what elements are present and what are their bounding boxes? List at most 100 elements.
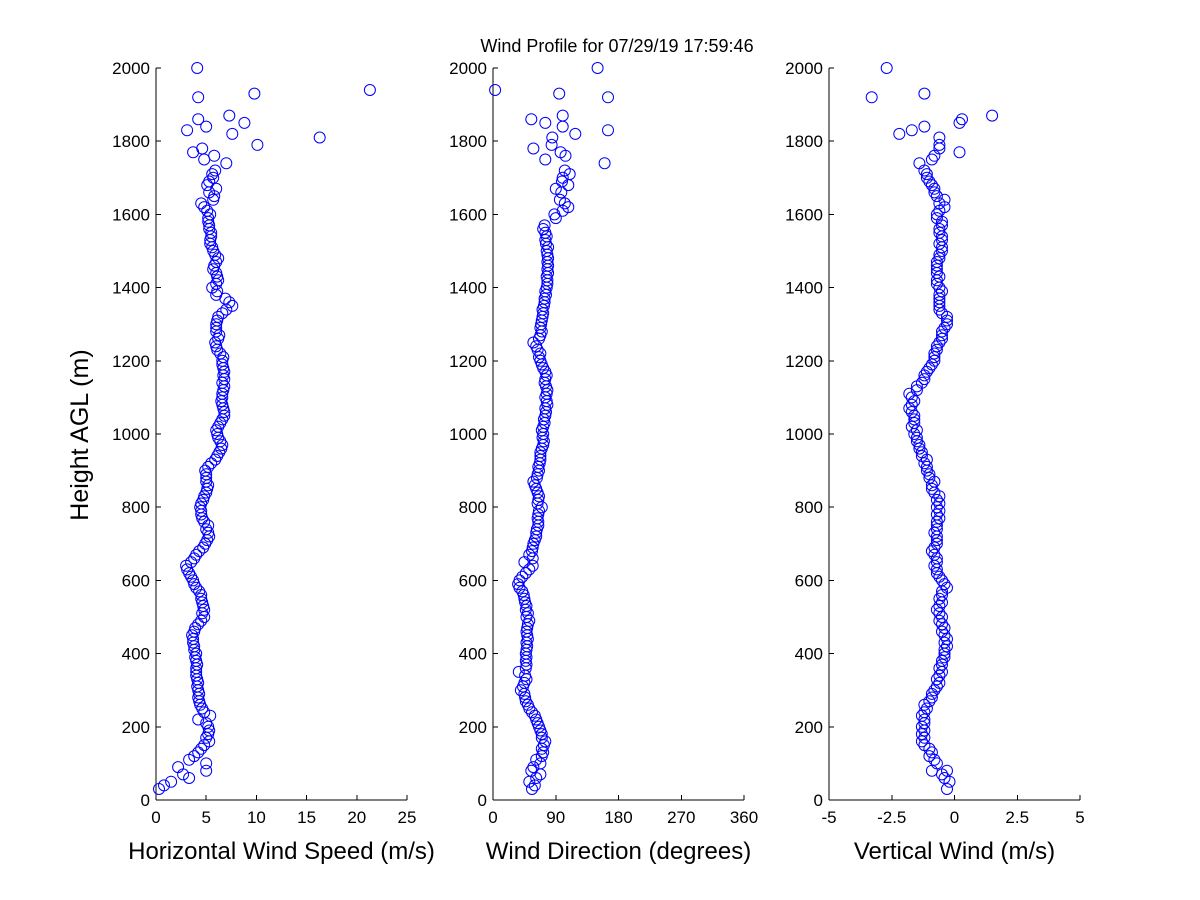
- data-point: [920, 365, 933, 378]
- x-tick-label: 15: [297, 808, 316, 827]
- x-tick-label: 180: [604, 808, 632, 827]
- x-tick-label: 25: [398, 808, 417, 827]
- data-point: [199, 464, 212, 477]
- data-point: [941, 633, 953, 645]
- data-point: [192, 618, 205, 631]
- data-point: [191, 658, 204, 671]
- data-point: [519, 695, 532, 708]
- data-point: [923, 175, 936, 188]
- data-point: [986, 109, 999, 122]
- data-point: [539, 116, 552, 129]
- data-point: [165, 775, 178, 788]
- data-point: [936, 329, 948, 342]
- data-point: [903, 387, 916, 400]
- data-point: [200, 757, 213, 770]
- data-point: [251, 138, 264, 151]
- y-tick-label: 400: [459, 645, 487, 664]
- x-tick-label: 20: [347, 808, 366, 827]
- data-point: [933, 237, 946, 250]
- data-point: [525, 764, 538, 777]
- data-point: [545, 138, 558, 151]
- data-point: [553, 193, 566, 206]
- data-point: [535, 501, 548, 514]
- data-point: [196, 142, 209, 155]
- data-point: [933, 504, 946, 517]
- data-point: [602, 91, 614, 104]
- data-point: [936, 234, 948, 246]
- data-point: [933, 512, 946, 525]
- data-point: [933, 669, 946, 682]
- data-point: [193, 687, 206, 700]
- data-points: [489, 62, 614, 795]
- data-point: [953, 116, 966, 129]
- data-point: [202, 519, 215, 532]
- data-point: [193, 545, 206, 558]
- x-tick-label: -2.5: [877, 808, 906, 827]
- data-point: [523, 548, 536, 561]
- data-point: [910, 431, 923, 444]
- data-point: [213, 329, 226, 342]
- data-point: [534, 347, 547, 360]
- x-tick-label: 0: [488, 808, 497, 827]
- data-point: [933, 600, 946, 612]
- data-point: [538, 219, 551, 232]
- data-point: [177, 768, 190, 781]
- data-point: [928, 526, 941, 539]
- data-point: [915, 450, 928, 462]
- data-point: [923, 750, 936, 763]
- data-point: [535, 731, 548, 744]
- data-point: [516, 570, 529, 583]
- data-point: [933, 592, 946, 605]
- data-point: [928, 684, 941, 697]
- data-point: [930, 212, 943, 225]
- data-point: [930, 190, 943, 203]
- data-point: [913, 439, 926, 451]
- data-point: [928, 354, 941, 367]
- data-point: [930, 673, 943, 686]
- data-point: [554, 146, 567, 159]
- data-point: [198, 201, 211, 214]
- y-tick-label: 200: [795, 718, 823, 737]
- data-point: [920, 460, 933, 473]
- data-point: [216, 307, 229, 320]
- y-tick-label: 0: [814, 791, 823, 810]
- data-point: [556, 171, 569, 184]
- x-tick-label: 270: [667, 808, 695, 827]
- data-point: [215, 395, 228, 408]
- data-point: [214, 435, 227, 448]
- y-axis-label: Height AGL (m): [66, 349, 94, 520]
- data-point: [211, 314, 224, 327]
- y-tick-label: 2000: [449, 59, 487, 78]
- data-point: [928, 186, 941, 199]
- x-axis-label: Wind Direction (degrees): [486, 838, 751, 865]
- data-point: [525, 113, 538, 126]
- data-point: [880, 62, 893, 74]
- data-point: [205, 457, 218, 470]
- data-point: [933, 570, 946, 583]
- data-point: [923, 468, 936, 481]
- data-point: [206, 281, 219, 294]
- data-point: [226, 299, 239, 312]
- data-point: [936, 654, 948, 667]
- data-point: [933, 662, 946, 675]
- data-point: [933, 281, 946, 294]
- data-point: [908, 413, 921, 426]
- data-point: [925, 179, 938, 192]
- chart-title: Wind Profile for 07/29/19 17:59:46: [480, 36, 753, 56]
- data-point: [192, 91, 205, 104]
- data-point: [562, 179, 575, 192]
- data-point: [201, 204, 214, 217]
- data-point: [526, 706, 538, 719]
- data-point: [933, 336, 946, 349]
- data-point: [526, 541, 539, 554]
- y-tick-label: 1800: [785, 132, 823, 151]
- data-point: [200, 486, 213, 499]
- data-point: [528, 709, 541, 722]
- data-point: [930, 508, 943, 521]
- data-point: [918, 731, 931, 744]
- data-point: [217, 402, 230, 415]
- data-point: [558, 164, 571, 177]
- data-point: [930, 603, 943, 616]
- y-tick-label: 600: [122, 571, 150, 590]
